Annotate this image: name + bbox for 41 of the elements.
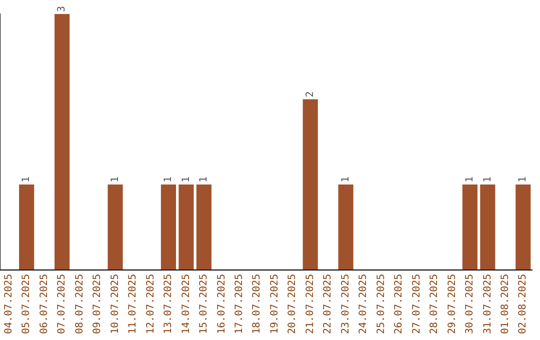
data-label: 1: [518, 176, 529, 183]
data-label: 1: [464, 176, 476, 183]
x-tick-label: 04.07.2025: [3, 274, 14, 334]
x-tick-label: 22.07.2025: [322, 274, 334, 334]
x-tick-label: 30.07.2025: [464, 274, 476, 334]
data-label: 1: [163, 176, 174, 183]
x-tick-label: 19.07.2025: [269, 274, 280, 334]
x-tick-label: 29.07.2025: [446, 274, 458, 334]
x-tick-label: 25.07.2025: [376, 274, 387, 334]
x-tick-label: 12.07.2025: [145, 274, 156, 334]
x-tick-label: 17.07.2025: [234, 274, 245, 334]
data-label: 1: [340, 176, 352, 183]
x-tick-label: 14.07.2025: [180, 274, 192, 334]
data-label: 1: [198, 176, 210, 183]
x-tick-label: 23.07.2025: [340, 274, 352, 334]
x-tick-label: 31.07.2025: [482, 274, 494, 334]
x-tick-label: 28.07.2025: [429, 274, 440, 334]
data-label: 3: [56, 6, 68, 12]
x-tick-label: 02.08.2025: [518, 274, 529, 334]
x-tick-label: 08.07.2025: [74, 274, 86, 334]
x-tick-label: 13.07.2025: [163, 274, 174, 334]
x-tick-label: 01.08.2025: [500, 274, 511, 334]
x-tick-label: 06.07.2025: [38, 274, 50, 334]
x-tick-label: 26.07.2025: [394, 274, 405, 334]
x-tick-label: 16.07.2025: [216, 274, 228, 334]
x-tick-label: 18.07.2025: [252, 274, 263, 334]
x-tick-label: 24.07.2025: [358, 274, 370, 334]
x-tick-label: 27.07.2025: [411, 274, 422, 334]
x-tick-label: 15.07.2025: [198, 274, 210, 334]
data-label: 1: [21, 176, 32, 183]
x-tick-label: 09.07.2025: [92, 274, 104, 334]
data-label: 1: [482, 176, 494, 183]
data-label: 1: [110, 176, 121, 183]
x-tick-label: 11.07.2025: [128, 274, 139, 334]
data-label: 2: [304, 91, 316, 98]
x-tick-label: 10.07.2025: [110, 274, 121, 334]
data-label: 1: [180, 176, 192, 183]
x-tick-label: 20.07.2025: [287, 274, 298, 334]
x-tick-label: 07.07.2025: [56, 274, 68, 334]
x-tick-label: 21.07.2025: [304, 274, 316, 334]
x-tick-label: 05.07.2025: [21, 274, 32, 334]
